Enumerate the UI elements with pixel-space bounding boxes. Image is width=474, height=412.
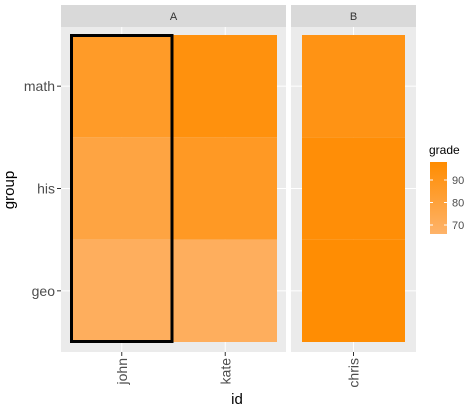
legend-label: 80: [452, 198, 464, 210]
y-axis-label: group: [1, 171, 18, 209]
facet-strip: [61, 5, 286, 27]
heatmap-tile: [70, 239, 174, 342]
heatmap-tile: [70, 35, 174, 138]
x-axis-label: id: [231, 391, 243, 408]
y-tick-label: math: [24, 78, 55, 94]
heatmap-tile: [173, 239, 277, 342]
legend-label: 70: [452, 220, 464, 232]
facet-strip: [291, 5, 416, 27]
heatmap-tile: [302, 137, 405, 240]
x-tick-label: chris: [346, 358, 362, 388]
x-tick-label: kate: [217, 358, 233, 385]
facet-strip-label: B: [350, 11, 357, 23]
x-tick-label: john: [114, 358, 130, 385]
facet-panel-B: B: [291, 5, 416, 352]
axes: id group john kate chris geo his math: [1, 78, 362, 408]
y-tick-label: his: [37, 181, 55, 197]
heatmap-tile: [173, 35, 277, 138]
y-tick-label: geo: [32, 283, 56, 299]
heatmap-tile: [302, 35, 405, 138]
legend: grade 90 80 70: [429, 143, 464, 234]
highlight-outline: [70, 34, 174, 343]
legend-title: grade: [429, 143, 460, 157]
facet-panel-A: A: [61, 5, 286, 352]
legend-label: 90: [452, 175, 464, 187]
heatmap-tile: [70, 137, 174, 240]
legend-ticks: 90 80 70: [430, 175, 464, 232]
heatmap-tile: [173, 137, 277, 240]
legend-colorbar: [430, 162, 447, 234]
facet-strip-label: A: [170, 11, 178, 23]
heatmap-tile: [302, 239, 405, 342]
